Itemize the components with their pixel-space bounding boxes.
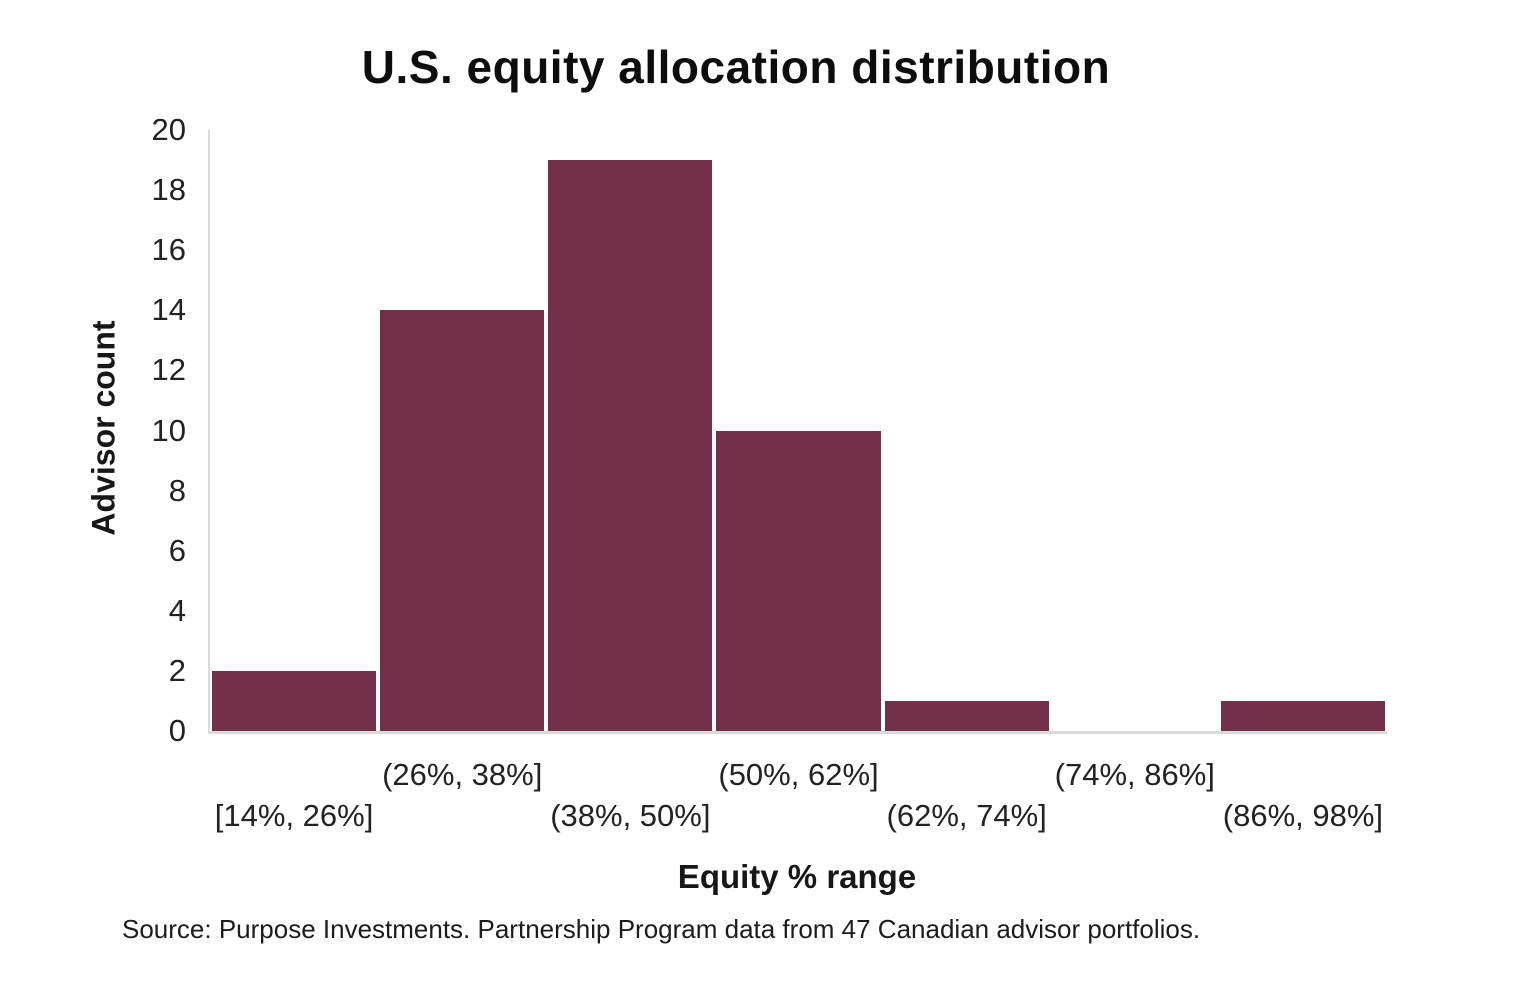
histogram-bin (1051, 130, 1219, 731)
y-tick-label: 12 (151, 352, 186, 388)
x-tick-label: (50%, 62%] (718, 757, 879, 792)
x-tick-label: (86%, 98%] (1222, 798, 1384, 833)
bars-container (210, 130, 1387, 731)
chart-title: U.S. equity allocation distribution (361, 41, 1111, 93)
x-tick-label: [14%, 26%] (214, 798, 374, 833)
histogram-bin (210, 130, 378, 731)
histogram-bar (884, 700, 1049, 731)
histogram-bar (716, 430, 881, 731)
histogram-bin (1219, 130, 1387, 731)
x-tick-label: (74%, 86%] (1054, 757, 1215, 792)
x-tick-label: (26%, 38%] (382, 757, 543, 792)
y-tick-label: 20 (151, 112, 186, 147)
histogram-bar (380, 310, 545, 731)
y-tick-label: 16 (151, 232, 186, 268)
source-note: Source: Purpose Investments. Partnership… (122, 914, 1201, 944)
y-tick-label: 4 (168, 592, 186, 628)
y-tick-label: 18 (151, 172, 186, 208)
histogram-bar (1220, 700, 1385, 731)
histogram-bin (883, 130, 1051, 731)
histogram-bin (378, 130, 546, 731)
y-tick-label: 10 (151, 412, 186, 448)
histogram-bar (548, 160, 713, 731)
y-tick-label: 8 (168, 472, 186, 508)
histogram-bin (714, 130, 882, 731)
y-tick-label: 6 (168, 532, 186, 568)
x-axis-title: Equity % range (677, 858, 917, 895)
histogram-bar (212, 670, 377, 731)
x-tick-label: (62%, 74%] (886, 798, 1047, 833)
y-tick-label: 0 (168, 713, 186, 748)
histogram-bin (546, 130, 714, 731)
y-tick-label: 14 (151, 292, 186, 328)
x-tick-label: (38%, 50%] (550, 798, 711, 833)
y-tick-label: 2 (168, 652, 186, 688)
plot-area (208, 130, 1387, 734)
